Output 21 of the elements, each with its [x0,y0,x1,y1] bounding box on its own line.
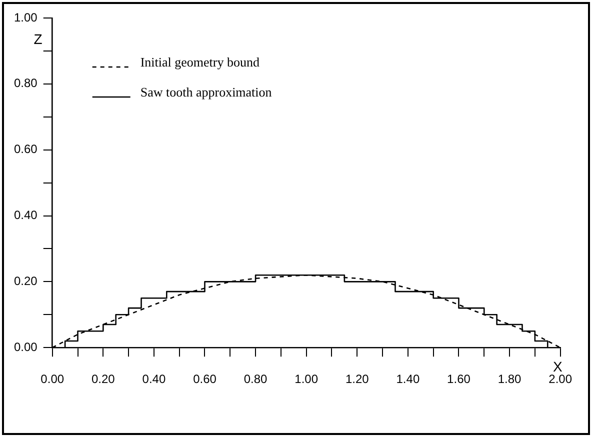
x-tick-label: 0.20 [91,372,116,386]
y-axis-title: Z [34,30,43,47]
y-tick-label: 0.20 [14,274,38,288]
x-axis-title: X [552,358,563,375]
legend-label: Saw tooth approximation [140,84,272,100]
x-tick-label: 0.80 [244,372,268,386]
x-tick-label: 1.20 [345,372,370,386]
legend-label: Initial geometry bound [140,54,260,70]
x-tick-label: 0.00 [40,372,64,386]
x-tick-label: 2.00 [548,372,572,386]
y-tick-label: 0.40 [14,208,38,222]
y-tick-label: 1.00 [14,10,38,24]
y-tick-label: 0.60 [14,142,38,156]
x-tick-label: 0.60 [193,372,217,386]
x-tick-label: 1.60 [447,372,471,386]
x-tick-label: 1.80 [498,372,522,386]
y-tick-label: 0.80 [14,76,38,90]
x-tick-label: 0.40 [142,372,166,386]
x-tick-label: 1.40 [396,372,420,386]
x-tick-label: 1.00 [294,372,318,386]
y-tick-label: 0.00 [14,340,38,354]
